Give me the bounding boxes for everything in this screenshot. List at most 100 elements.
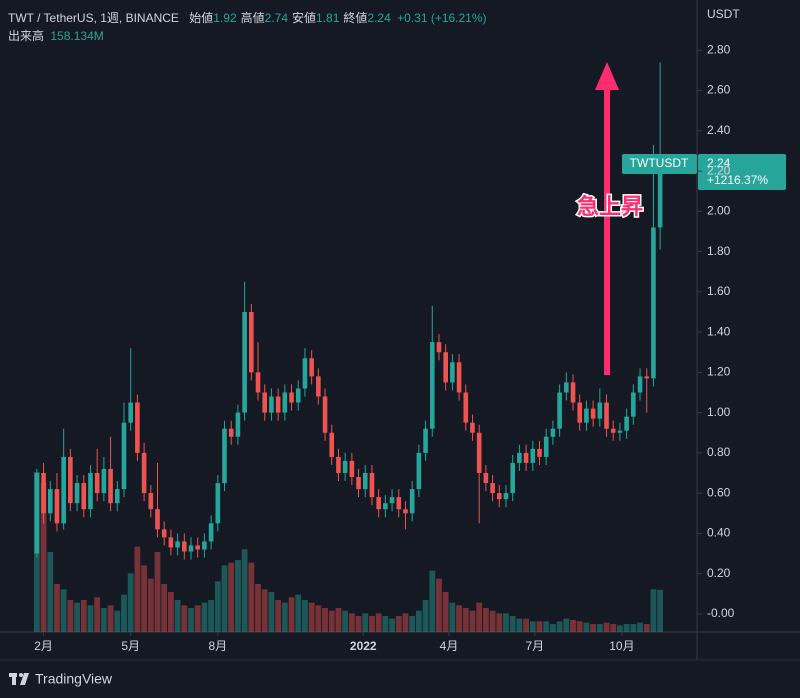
volume-bar — [355, 616, 362, 632]
candle-body — [597, 402, 603, 419]
volume-bar — [161, 584, 168, 632]
volume-bar — [395, 616, 402, 632]
y-tick-label: 2.00 — [707, 204, 731, 218]
volume-bar — [127, 573, 134, 632]
symbol-tag — [622, 154, 697, 174]
candle-body — [436, 342, 442, 353]
candle-body — [523, 452, 529, 463]
candle-body — [470, 422, 475, 433]
y-tick-label: 1.20 — [707, 365, 731, 379]
candle-body — [617, 430, 623, 433]
volume-bar — [596, 624, 603, 632]
field-value: 2.74 — [264, 11, 289, 25]
volume-bar — [348, 613, 355, 632]
volume-bar — [174, 600, 181, 632]
annotation: 急上昇 — [577, 194, 643, 219]
arrow-head — [595, 62, 619, 90]
brand: TradingView — [35, 671, 113, 687]
volume-bar — [657, 589, 664, 632]
price-tag — [698, 154, 786, 190]
candle-body — [262, 392, 268, 413]
candle-body — [624, 416, 629, 431]
field-label: 安値 — [292, 11, 317, 25]
candle-body — [463, 392, 469, 423]
volume-bar — [610, 624, 617, 632]
candle-body — [215, 483, 221, 524]
x-tick-label: 5月 — [121, 639, 140, 653]
price-tag-change: +1216.37% — [707, 173, 768, 187]
volume-bar — [375, 613, 382, 632]
candle-body — [41, 472, 46, 514]
volume-bar — [315, 605, 322, 632]
candle-body — [275, 396, 281, 413]
candle-body — [316, 376, 321, 397]
symbol-tag-text: TWTUSDT — [630, 156, 689, 170]
volume-bar — [583, 622, 590, 632]
volume-bar — [40, 482, 47, 632]
candle-body — [235, 412, 241, 437]
candle-body — [295, 388, 301, 403]
volume-bar — [147, 578, 154, 632]
candle-body — [376, 497, 381, 510]
candle-body — [161, 529, 167, 538]
volume-bar — [214, 581, 221, 632]
volume-bar — [154, 552, 161, 632]
candle-body — [637, 376, 643, 393]
y-tick-label: 1.80 — [707, 244, 731, 258]
volume-bar — [570, 620, 576, 632]
volume-bar — [141, 565, 147, 632]
candle-body — [322, 396, 328, 433]
candle-body — [108, 468, 113, 504]
volume-bar — [436, 578, 442, 632]
candle-body — [429, 342, 435, 429]
candle-body — [604, 402, 609, 429]
candle-body — [570, 382, 576, 403]
candle-body — [188, 545, 194, 552]
x-tick-label: 7月 — [525, 639, 544, 653]
candle-body — [282, 392, 288, 413]
candle-body — [302, 358, 308, 389]
volume-bar — [121, 594, 127, 632]
y-tick-label: 0.40 — [707, 526, 731, 540]
ohlc-fields: 始値1.92 高値2.74 安値1.81 終値2.24 — [185, 11, 391, 25]
volume-bar — [107, 605, 114, 632]
candle-body — [114, 489, 120, 504]
y-tick-label: -0.00 — [707, 606, 735, 620]
candle-body — [208, 523, 214, 542]
candle-body — [644, 376, 650, 379]
candle-body — [610, 428, 616, 433]
candle-body — [537, 448, 542, 457]
volume-bar — [429, 570, 436, 632]
volume-bar — [54, 584, 60, 632]
candle-body — [255, 372, 261, 393]
candle-body — [557, 392, 562, 429]
volume-bar — [369, 616, 375, 632]
candle-body — [396, 497, 402, 510]
candle-body — [228, 428, 234, 437]
volume-bar — [523, 618, 530, 632]
volume-bar — [201, 602, 208, 632]
volume-bar — [67, 600, 74, 632]
candle-body — [309, 358, 314, 377]
y-tick-label: 1.00 — [707, 405, 731, 419]
volume-bar — [208, 600, 215, 632]
volume-bar — [241, 549, 248, 632]
candle-body — [651, 227, 656, 379]
candle-body — [584, 408, 589, 423]
candle-body — [81, 483, 87, 510]
candle-body — [409, 489, 415, 514]
candle-body — [61, 456, 66, 524]
header-row: TWT / TetherUS, 1週, BINANCE 始値1.92 高値2.74… — [8, 9, 490, 27]
y-tick-label: 2.60 — [707, 83, 731, 97]
candle-body — [47, 489, 53, 514]
candle-body — [590, 408, 596, 419]
candle-body — [249, 311, 254, 373]
candle-body — [577, 402, 583, 423]
candle-body — [510, 462, 515, 494]
volume-bar — [489, 610, 496, 632]
candle-body — [88, 472, 93, 510]
volume-bar — [87, 605, 94, 632]
candle-body — [530, 448, 536, 463]
